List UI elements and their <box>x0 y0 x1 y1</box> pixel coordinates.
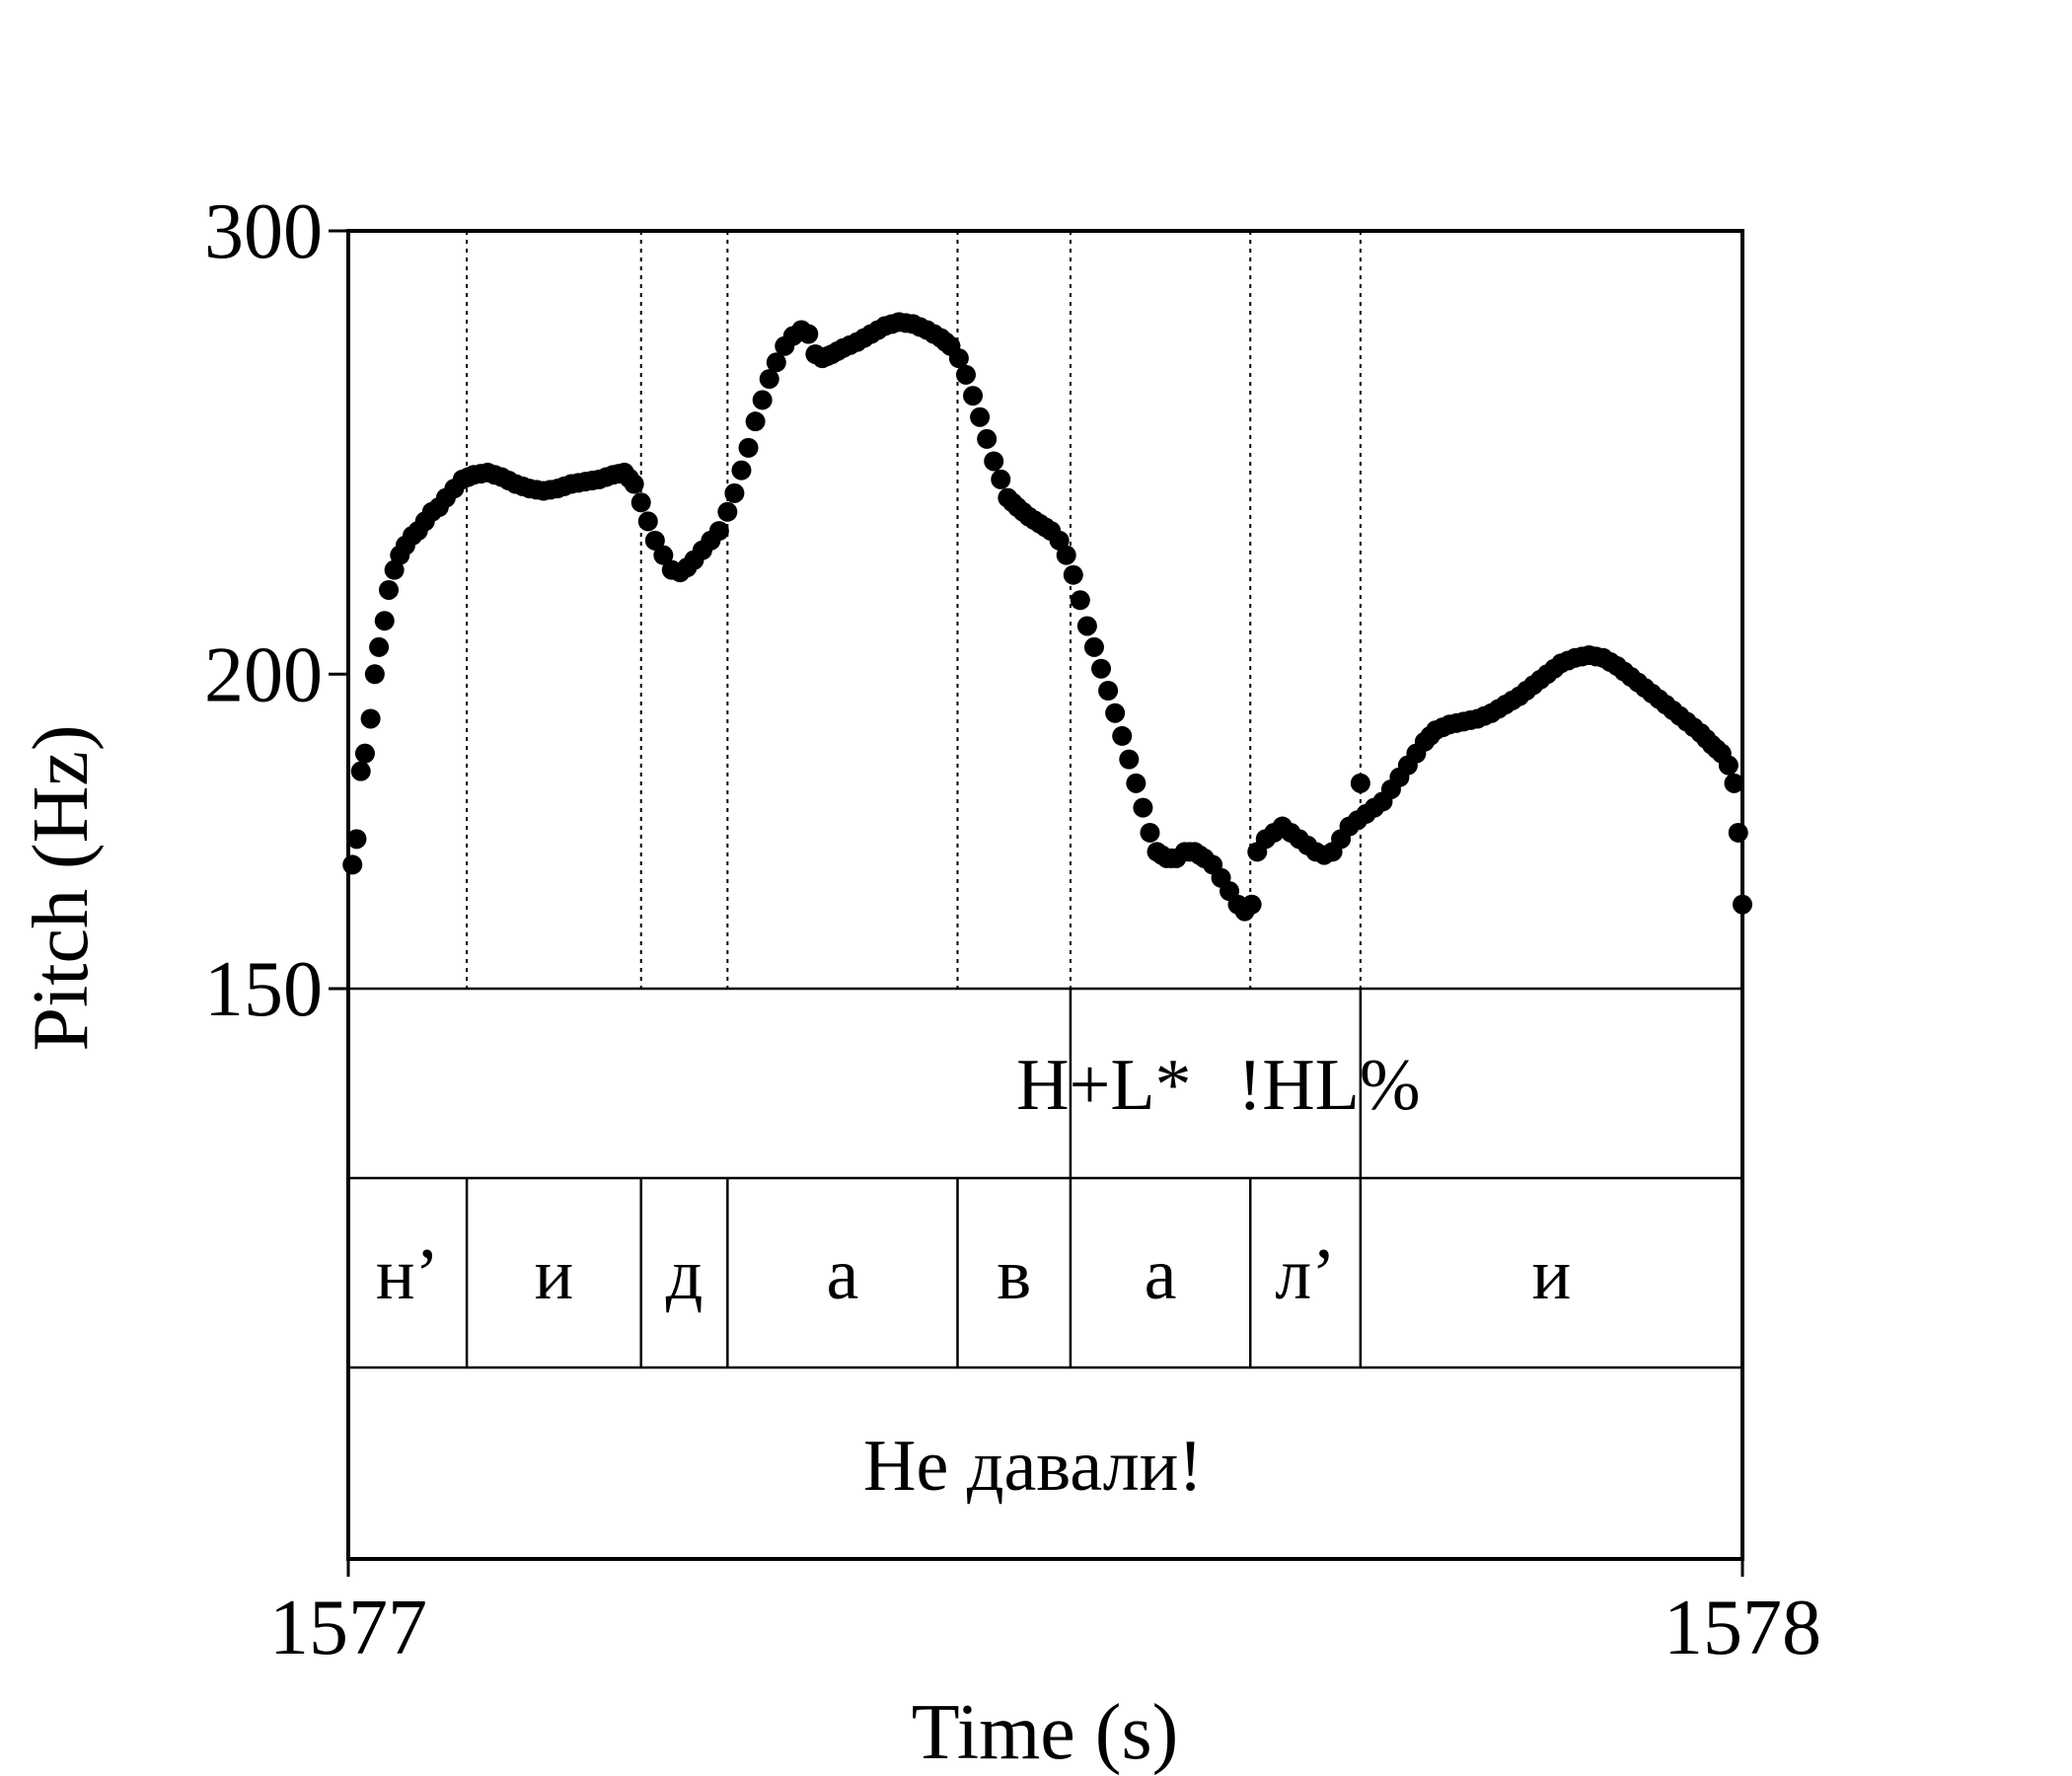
segment-label-2: и <box>535 1234 574 1315</box>
pitch-point-47 <box>630 492 651 513</box>
y-tick-label-150: 150 <box>204 946 323 1033</box>
pitch-point-69 <box>798 324 819 344</box>
pitch-point-94 <box>963 386 984 407</box>
pitch-point-2 <box>346 829 367 850</box>
pitch-point-63 <box>752 390 773 410</box>
segment-label-6: а <box>1145 1234 1177 1315</box>
pitch-point-137 <box>1241 894 1262 915</box>
pitch-point-119 <box>1126 773 1147 793</box>
pitch-plot-area <box>348 231 1742 989</box>
segment-label-8: и <box>1532 1234 1572 1315</box>
pitch-points <box>342 312 1752 922</box>
pitch-point-97 <box>984 451 1004 472</box>
pitch-point-60 <box>731 460 752 481</box>
pitch-point-120 <box>1133 797 1153 818</box>
pitch-point-9 <box>378 579 399 600</box>
pitch-point-10 <box>384 559 405 580</box>
annotation-labels: H+L* !HL% н’ и д а в а л’ и Не давали! <box>376 1045 1571 1507</box>
pitch-point-151 <box>1350 773 1370 793</box>
pitch-point-49 <box>644 530 665 551</box>
pitch-point-115 <box>1098 680 1119 701</box>
pitch-point-58 <box>717 501 738 522</box>
pitch-point-112 <box>1076 616 1097 636</box>
pitch-point-65 <box>766 352 786 373</box>
figure-frame <box>346 229 1744 1561</box>
y-tick-label-200: 200 <box>204 631 323 718</box>
pitch-point-111 <box>1070 590 1090 611</box>
pitch-point-4 <box>354 743 375 764</box>
pitch-point-93 <box>955 364 976 385</box>
pitch-point-204 <box>1718 755 1739 776</box>
pitch-point-6 <box>364 664 385 685</box>
pitch-point-110 <box>1063 564 1083 585</box>
pitch-point-57 <box>708 521 729 542</box>
pitch-point-46 <box>624 474 644 494</box>
pitch-point-108 <box>1049 530 1070 551</box>
pitch-point-116 <box>1105 703 1126 723</box>
pitch-point-206 <box>1728 822 1748 843</box>
pitch-point-95 <box>970 407 991 427</box>
y-axis-title: Pitch (Hz) <box>18 724 105 1051</box>
pitch-point-113 <box>1083 636 1104 657</box>
segment-label-3: д <box>666 1234 703 1315</box>
pitch-point-1 <box>342 854 363 875</box>
pitch-point-96 <box>977 428 998 449</box>
pitch-point-5 <box>360 708 381 729</box>
pitch-point-61 <box>738 437 759 458</box>
annotation-tiers <box>348 987 1742 1369</box>
word-label-1: Не давали! <box>863 1426 1203 1507</box>
segment-label-1: н’ <box>376 1234 439 1315</box>
tone-label-1: H+L* <box>1016 1045 1191 1126</box>
pitch-point-8 <box>374 611 395 631</box>
segment-label-5: в <box>997 1234 1031 1315</box>
pitch-point-109 <box>1056 545 1076 565</box>
x-tick-label-1578: 1578 <box>1664 1585 1821 1671</box>
pitch-point-118 <box>1119 749 1140 770</box>
pitch-point-59 <box>724 482 745 503</box>
pitch-point-92 <box>948 348 969 369</box>
segment-label-4: а <box>826 1234 858 1315</box>
axis-ticks: 150 200 300 1577 1578 <box>204 188 1821 1671</box>
pitch-point-98 <box>991 469 1011 489</box>
pitch-point-117 <box>1112 725 1133 746</box>
segment-label-7: л’ <box>1275 1234 1336 1315</box>
pitch-point-64 <box>759 369 779 390</box>
pitch-point-62 <box>745 411 766 432</box>
tone-label-2: !HL% <box>1238 1045 1421 1126</box>
y-tick-label-300: 300 <box>204 188 323 275</box>
x-tick-label-1577: 1577 <box>269 1585 427 1671</box>
pitch-point-50 <box>653 545 674 565</box>
pitch-point-114 <box>1091 658 1112 679</box>
pitch-point-205 <box>1724 773 1744 793</box>
pitch-point-3 <box>350 761 371 781</box>
pitch-point-121 <box>1140 822 1160 843</box>
pitch-point-7 <box>369 636 390 657</box>
x-axis-title: Time (s) <box>912 1689 1178 1776</box>
pitch-panel <box>342 231 1752 989</box>
pitch-point-48 <box>637 511 658 532</box>
